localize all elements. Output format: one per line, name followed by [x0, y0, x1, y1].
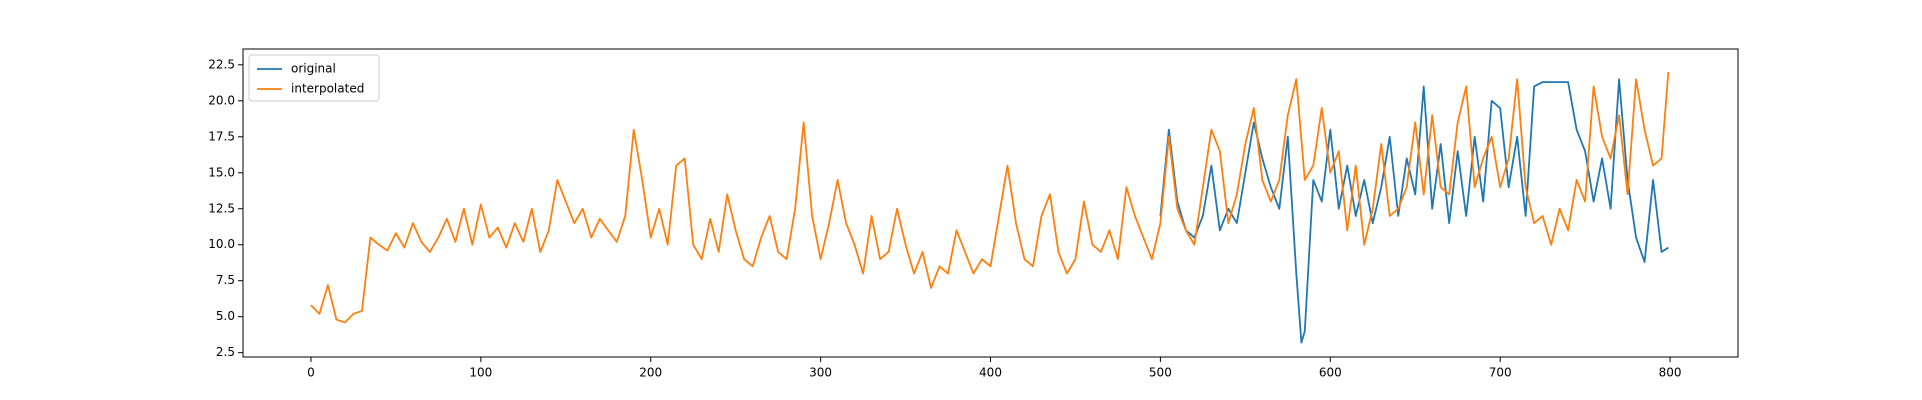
- legend-label: original: [291, 62, 336, 76]
- y-tick-label: 17.5: [208, 129, 235, 143]
- series-line: [310, 71, 1670, 324]
- series-line: [1159, 78, 1669, 344]
- y-tick-label: 15.0: [208, 165, 235, 179]
- y-tick-label: 22.5: [208, 57, 235, 71]
- x-tick-label: 0: [307, 366, 315, 380]
- x-tick-label: 200: [639, 366, 662, 380]
- legend-label: interpolated: [291, 82, 364, 96]
- y-tick-label: 7.5: [216, 273, 235, 287]
- x-tick-label: 100: [469, 366, 492, 380]
- y-tick-label: 10.0: [208, 237, 235, 251]
- y-tick-label: 20.0: [208, 93, 235, 107]
- y-tick-label: 5.0: [216, 309, 235, 323]
- y-tick-label: 2.5: [216, 345, 235, 359]
- y-tick-label: 12.5: [208, 201, 235, 215]
- x-tick-label: 400: [979, 366, 1002, 380]
- plot-frame: [242, 48, 1739, 358]
- x-tick-label: 500: [1149, 366, 1172, 380]
- x-tick-label: 300: [809, 366, 832, 380]
- x-tick-label: 700: [1489, 366, 1512, 380]
- x-tick-label: 600: [1319, 366, 1342, 380]
- x-tick-label: 800: [1659, 366, 1682, 380]
